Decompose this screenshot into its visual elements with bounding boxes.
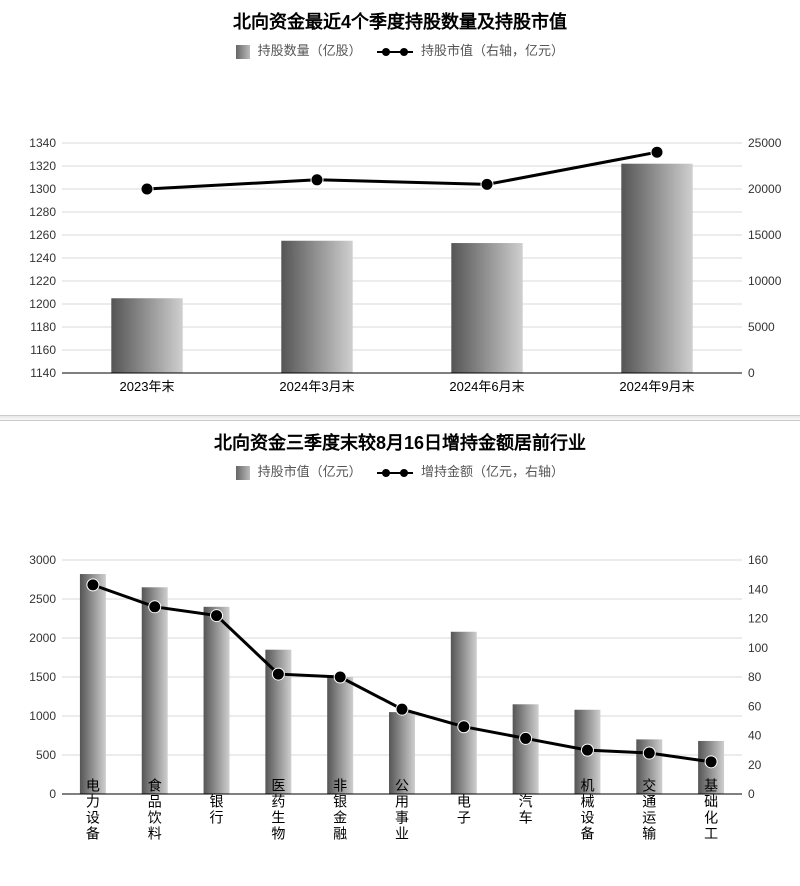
chart1-title: 北向资金最近4个季度持股数量及持股市值 <box>0 0 800 40</box>
chart1-legend-bar-label: 持股数量（亿股） <box>258 43 362 58</box>
chart-marker <box>705 756 717 768</box>
svg-text:1260: 1260 <box>29 228 56 242</box>
chart-marker <box>651 146 663 158</box>
svg-text:15000: 15000 <box>748 228 782 242</box>
svg-text:10000: 10000 <box>748 274 782 288</box>
chart2-title: 北向资金三季度末较8月16日增持金额居前行业 <box>0 421 800 461</box>
svg-text:交通运输: 交通运输 <box>641 777 657 842</box>
chart-marker <box>87 579 99 591</box>
svg-text:食品饮料: 食品饮料 <box>147 777 163 842</box>
chart-bar <box>621 164 692 373</box>
chart-marker <box>396 703 408 715</box>
chart-marker <box>520 732 532 744</box>
svg-text:120: 120 <box>748 612 768 626</box>
svg-text:1160: 1160 <box>30 343 56 357</box>
svg-text:电力设备: 电力设备 <box>85 778 101 842</box>
chart-bar <box>204 607 230 794</box>
svg-text:1300: 1300 <box>29 182 56 196</box>
chart1-legend-line-label: 持股市值（右轴，亿元） <box>421 43 564 58</box>
chart-bar <box>451 243 522 373</box>
svg-text:1320: 1320 <box>29 159 56 173</box>
svg-text:0: 0 <box>49 787 56 801</box>
svg-text:1240: 1240 <box>29 251 56 265</box>
chart1-legend: 持股数量（亿股） 持股市值（右轴，亿元） <box>0 40 800 65</box>
chart-bar <box>80 574 106 794</box>
chart-marker <box>458 721 470 733</box>
svg-text:5000: 5000 <box>748 320 775 334</box>
bar-swatch-icon <box>236 466 250 480</box>
svg-text:140: 140 <box>748 582 768 596</box>
chart1-plot: 1140 1160 1180 1200 1220 1240 1260 1280 1300 1320… <box>0 65 800 415</box>
svg-text:机械设备: 机械设备 <box>579 778 595 842</box>
svg-text:1280: 1280 <box>29 205 56 219</box>
svg-text:500: 500 <box>36 748 56 762</box>
svg-text:20000: 20000 <box>748 182 782 196</box>
chart-marker <box>272 668 284 680</box>
chart-line <box>147 152 657 189</box>
chart-bar <box>513 704 539 794</box>
svg-text:1000: 1000 <box>29 709 56 723</box>
chart-marker <box>141 183 153 195</box>
line-swatch-icon <box>377 46 413 58</box>
svg-text:0: 0 <box>748 366 755 380</box>
chart-marker <box>481 178 493 190</box>
chart-marker <box>334 671 346 683</box>
svg-text:160: 160 <box>748 553 768 567</box>
line-swatch-icon <box>377 467 413 479</box>
svg-text:3000: 3000 <box>29 553 56 567</box>
svg-text:2000: 2000 <box>29 631 56 645</box>
chart-bar <box>451 632 477 794</box>
chart2-legend: 持股市值（亿元） 增持金额（亿元，右轴） <box>0 461 800 486</box>
chart1-container: 北向资金最近4个季度持股数量及持股市值 持股数量（亿股） 持股市值（右轴，亿元）… <box>0 0 800 415</box>
chart-marker <box>643 747 655 759</box>
svg-text:1200: 1200 <box>29 297 56 311</box>
svg-text:汽车: 汽车 <box>518 794 534 826</box>
chart-bar <box>281 241 352 373</box>
chart-bar <box>327 677 353 794</box>
svg-text:20: 20 <box>748 758 762 772</box>
svg-text:1500: 1500 <box>29 670 56 684</box>
chart-bar <box>142 587 168 794</box>
svg-text:2024年6月末: 2024年6月末 <box>449 379 524 394</box>
chart-marker <box>211 610 223 622</box>
svg-text:公用事业: 公用事业 <box>394 778 410 842</box>
svg-text:2024年9月末: 2024年9月末 <box>619 379 694 394</box>
chart2-container: 北向资金三季度末较8月16日增持金额居前行业 持股市值（亿元） 增持金额（亿元，… <box>0 421 800 886</box>
svg-text:25000: 25000 <box>748 136 782 150</box>
svg-text:非银金融: 非银金融 <box>332 778 348 842</box>
svg-text:2500: 2500 <box>29 592 56 606</box>
chart-marker <box>311 174 323 186</box>
svg-text:0: 0 <box>748 787 755 801</box>
svg-text:1140: 1140 <box>30 366 56 380</box>
svg-text:1340: 1340 <box>29 136 56 150</box>
svg-text:1180: 1180 <box>30 320 56 334</box>
svg-text:银行: 银行 <box>209 794 225 826</box>
svg-text:80: 80 <box>748 670 762 684</box>
svg-text:电子: 电子 <box>456 794 472 826</box>
svg-text:医药生物: 医药生物 <box>270 778 286 842</box>
svg-text:100: 100 <box>748 641 768 655</box>
svg-text:2024年3月末: 2024年3月末 <box>279 379 354 394</box>
svg-text:1220: 1220 <box>29 274 56 288</box>
bar-swatch-icon <box>236 45 250 59</box>
chart-bar <box>111 298 182 373</box>
chart2-legend-line-label: 增持金额（亿元，右轴） <box>421 464 564 479</box>
chart-marker <box>581 744 593 756</box>
svg-text:40: 40 <box>748 729 762 743</box>
svg-text:基础化工: 基础化工 <box>703 777 719 842</box>
chart2-legend-bar-label: 持股市值（亿元） <box>258 464 362 479</box>
svg-text:2023年末: 2023年末 <box>120 379 175 394</box>
chart-marker <box>149 601 161 613</box>
chart2-plot: 0 500 1000 1500 2000 2500 3000 0 20 40 60 80 100 120 1… <box>0 486 800 886</box>
svg-text:60: 60 <box>748 699 762 713</box>
